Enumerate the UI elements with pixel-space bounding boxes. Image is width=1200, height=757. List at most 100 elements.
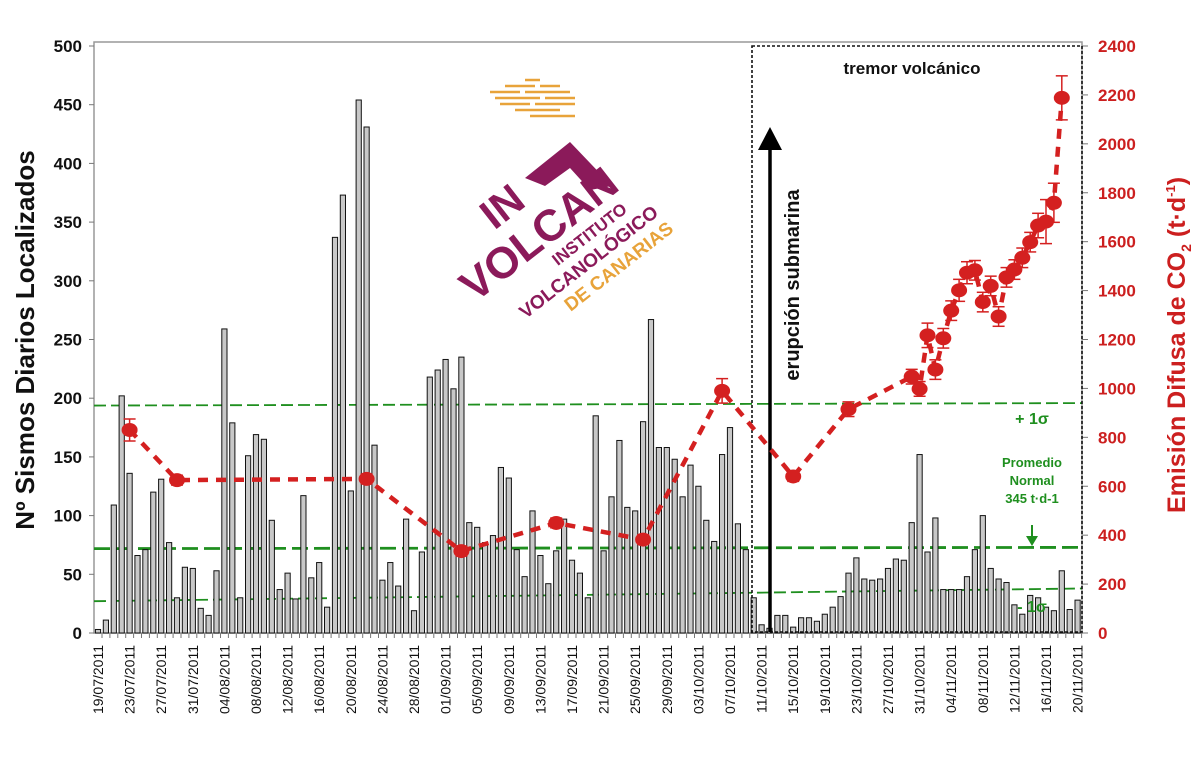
x-tick-label: 27/10/2011 bbox=[880, 645, 896, 714]
y2-tick-label: 0 bbox=[1098, 624, 1107, 643]
x-tick-label: 15/10/2011 bbox=[785, 645, 801, 714]
bar bbox=[482, 542, 489, 634]
co2-point bbox=[951, 283, 968, 298]
bar bbox=[1019, 613, 1026, 634]
y2-title-sup: -1 bbox=[1163, 185, 1178, 197]
bar bbox=[474, 526, 481, 634]
bar bbox=[940, 589, 947, 634]
bar bbox=[813, 620, 820, 634]
bar bbox=[971, 549, 978, 634]
y-tick-label: 250 bbox=[54, 331, 82, 350]
plus-1-sigma-line bbox=[93, 402, 1083, 407]
y2-tick-label: 2400 bbox=[1098, 37, 1136, 56]
bar bbox=[363, 126, 370, 634]
co2-point bbox=[121, 422, 138, 437]
co2-point bbox=[840, 402, 857, 417]
x-tick-label: 16/08/2011 bbox=[311, 645, 327, 714]
bar bbox=[118, 395, 125, 634]
x-tick-label: 11/10/2011 bbox=[754, 645, 770, 713]
bar bbox=[695, 485, 702, 634]
bar bbox=[102, 619, 110, 634]
bar bbox=[726, 427, 734, 634]
x-tick-label: 07/10/2011 bbox=[722, 645, 738, 714]
bar bbox=[774, 614, 781, 634]
bar bbox=[379, 579, 386, 634]
bar bbox=[268, 519, 275, 634]
mean-reference-label: Promedio Normal 345 t·d-1 bbox=[1002, 455, 1062, 506]
logo-stripes bbox=[490, 78, 575, 118]
bar bbox=[758, 624, 765, 634]
bar bbox=[110, 504, 117, 634]
y-tick-label: 500 bbox=[54, 37, 82, 56]
bar bbox=[1003, 582, 1010, 634]
bar bbox=[900, 559, 907, 634]
bar bbox=[790, 626, 797, 634]
bar bbox=[458, 356, 465, 634]
y-tick-label: 450 bbox=[54, 96, 82, 115]
x-tick-label: 25/09/2011 bbox=[627, 645, 643, 714]
co2-point bbox=[927, 362, 944, 377]
bar bbox=[1050, 610, 1058, 634]
bar bbox=[434, 369, 441, 634]
y2-tick-label: 800 bbox=[1098, 428, 1126, 447]
bar bbox=[229, 422, 236, 634]
bar bbox=[719, 454, 726, 634]
y2-tick-label: 1200 bbox=[1098, 331, 1136, 350]
bar bbox=[647, 319, 655, 634]
bar bbox=[1035, 597, 1042, 634]
y2-tick-label: 2200 bbox=[1098, 86, 1136, 105]
bar bbox=[916, 454, 923, 634]
bar bbox=[687, 464, 694, 634]
mean-label-box: Promedio Normal 345 t·d-1 bbox=[1002, 455, 1062, 506]
bar bbox=[450, 388, 457, 634]
bar bbox=[292, 598, 299, 634]
bar bbox=[347, 490, 354, 634]
co2-points bbox=[121, 75, 1070, 559]
axis-ticks: 0 50 100 150 200 250 300 350 400 450 500 0 200 400 600… bbox=[54, 37, 1136, 714]
x-tick-label: 08/08/2011 bbox=[248, 645, 264, 714]
bar bbox=[237, 597, 244, 634]
eruption-arrow-head bbox=[758, 127, 782, 150]
bar bbox=[663, 447, 670, 634]
bar bbox=[529, 510, 536, 634]
bar bbox=[979, 515, 986, 634]
bar bbox=[932, 517, 939, 634]
bar bbox=[655, 447, 662, 634]
bar-series bbox=[94, 99, 1081, 634]
bar bbox=[545, 583, 552, 634]
bar bbox=[300, 495, 307, 634]
x-tick-label: 20/11/2011 bbox=[1070, 645, 1086, 713]
co2-point bbox=[1022, 235, 1039, 250]
y-tick-label: 0 bbox=[73, 624, 82, 643]
bar bbox=[908, 522, 915, 634]
bar bbox=[284, 572, 291, 634]
bar bbox=[956, 589, 963, 634]
x-tick-label: 23/10/2011 bbox=[848, 645, 864, 714]
co2-point bbox=[990, 309, 1007, 324]
bar bbox=[316, 562, 323, 634]
bar bbox=[553, 550, 560, 634]
tremor-period-box bbox=[751, 45, 1083, 633]
bar bbox=[173, 597, 181, 634]
bar bbox=[742, 549, 749, 634]
x-tick-label: 19/07/2011 bbox=[90, 645, 106, 714]
bar bbox=[995, 578, 1002, 634]
bar bbox=[892, 558, 899, 634]
co2-point bbox=[548, 515, 565, 530]
bar bbox=[181, 566, 189, 634]
bar bbox=[355, 99, 362, 634]
bar bbox=[734, 523, 741, 634]
bar bbox=[592, 415, 599, 634]
x-tick-label: 28/08/2011 bbox=[406, 645, 422, 714]
x-tick-label: 01/09/2011 bbox=[438, 645, 454, 714]
y2-tick-label: 200 bbox=[1098, 575, 1126, 594]
y2-title-close: ) bbox=[1163, 177, 1191, 185]
x-tick-label: 04/11/2011 bbox=[943, 645, 959, 713]
bar bbox=[276, 589, 283, 634]
y-tick-label: 300 bbox=[54, 272, 82, 291]
bar bbox=[798, 617, 805, 634]
x-tick-label: 21/09/2011 bbox=[596, 645, 612, 714]
bar bbox=[94, 628, 102, 634]
bar bbox=[750, 597, 757, 634]
y2-tick-label: 1400 bbox=[1098, 282, 1136, 301]
